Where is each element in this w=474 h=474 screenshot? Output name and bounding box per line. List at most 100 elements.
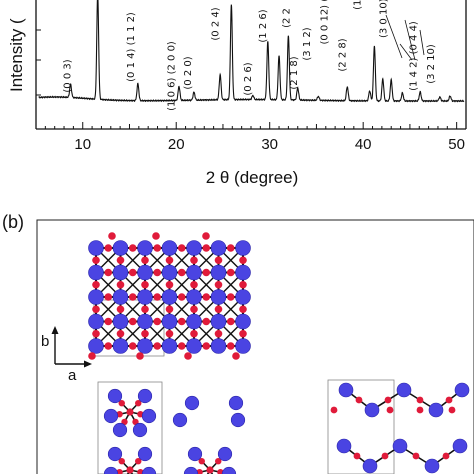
small-atom <box>381 452 389 460</box>
small-atom <box>416 396 424 404</box>
small-atom <box>135 400 142 407</box>
hkl-annotation: (0 2 4) <box>210 7 221 40</box>
large-atom <box>424 458 440 474</box>
large-atom <box>183 466 199 474</box>
large-atom <box>88 338 104 354</box>
center-atom <box>126 408 134 416</box>
small-atom <box>92 280 100 289</box>
large-atom <box>235 289 251 305</box>
large-atom <box>396 382 412 398</box>
small-atom <box>198 458 205 465</box>
large-atom <box>186 264 202 281</box>
large-atom <box>88 289 104 305</box>
small-atom <box>116 329 125 338</box>
small-atom <box>202 244 211 252</box>
small-atom <box>202 293 211 301</box>
small-atom <box>239 280 247 289</box>
small-atom <box>384 396 392 404</box>
small-atom <box>128 342 137 350</box>
large-atom <box>210 264 227 281</box>
small-atom <box>132 418 139 426</box>
small-atom <box>214 280 223 289</box>
x-tick-label: 10 <box>74 136 91 153</box>
x-tick-label: 40 <box>355 136 372 153</box>
large-atom <box>235 264 251 281</box>
small-atom <box>92 329 100 338</box>
small-atom <box>177 268 186 277</box>
axis-indicator: b a <box>41 326 92 384</box>
xrd-series-line <box>38 0 465 103</box>
small-atom <box>88 352 96 360</box>
large-atom <box>187 446 203 462</box>
xrd-chart: Intensity ( 10 20 30 40 50 (0 0 3) (0 1 4) (1 … <box>7 0 467 187</box>
large-atom <box>392 438 408 454</box>
small-atom <box>226 268 235 277</box>
hkl-annotation: (3 2 10) <box>426 44 437 84</box>
large-atom <box>161 289 178 305</box>
annotation-leader <box>399 43 413 61</box>
structure-panel: (b) b a <box>2 212 474 474</box>
small-atom <box>190 256 198 265</box>
small-atom <box>116 305 125 314</box>
large-atom <box>172 412 188 428</box>
small-atom <box>445 396 453 404</box>
small-atom <box>239 256 247 265</box>
small-atom <box>116 256 125 265</box>
large-atom <box>112 313 129 330</box>
large-atom <box>137 289 153 305</box>
small-atom <box>177 293 186 301</box>
small-atom <box>353 452 361 460</box>
small-atom <box>386 406 394 414</box>
small-atom <box>141 329 149 338</box>
large-atom <box>141 408 157 424</box>
panel-b-label: (b) <box>2 212 24 232</box>
large-atom <box>112 240 129 256</box>
large-atom <box>186 313 202 330</box>
large-atom <box>88 264 104 281</box>
large-atom <box>210 338 227 354</box>
small-atom <box>92 305 100 314</box>
large-atom <box>454 382 470 398</box>
small-atom <box>104 293 113 301</box>
large-atom <box>362 458 378 474</box>
small-atom <box>239 329 247 338</box>
structure-frame <box>36 219 474 474</box>
small-atom <box>202 317 211 326</box>
small-atom <box>153 293 162 301</box>
hkl-annotation: (2 2 <box>281 8 292 28</box>
large-atom <box>161 264 178 281</box>
annotation-leader <box>419 29 425 56</box>
small-atom <box>165 256 174 265</box>
small-atom <box>214 256 223 265</box>
unit-cell-outline <box>327 379 395 474</box>
large-atom <box>186 289 202 305</box>
small-atom <box>226 317 235 326</box>
small-atom <box>202 268 211 277</box>
small-atom <box>165 305 174 314</box>
large-atom <box>107 388 123 404</box>
small-atom <box>232 352 240 360</box>
small-atom <box>226 342 235 350</box>
small-atom <box>104 244 113 252</box>
small-atom <box>108 232 116 240</box>
large-atom <box>452 438 468 454</box>
lattice-view <box>88 232 251 360</box>
small-atom <box>153 317 162 326</box>
center-atom <box>126 466 134 474</box>
small-atom <box>214 329 223 338</box>
small-atom <box>153 244 162 252</box>
large-atom <box>137 264 153 281</box>
large-atom <box>141 466 157 474</box>
small-atom <box>226 244 235 252</box>
xrd-marks: 10 20 30 40 50 (0 0 3) (0 1 4) (1 1 2) (1 0 6) … <box>35 0 467 153</box>
small-atom <box>116 280 125 289</box>
cluster-view-left <box>97 381 246 474</box>
large-atom <box>210 240 227 256</box>
hkl-annotation: (0 0 3) <box>63 59 74 92</box>
small-atom <box>121 418 128 426</box>
large-atom <box>137 240 153 256</box>
large-atom <box>88 240 104 256</box>
small-atom <box>177 244 186 252</box>
large-atom <box>235 240 251 256</box>
